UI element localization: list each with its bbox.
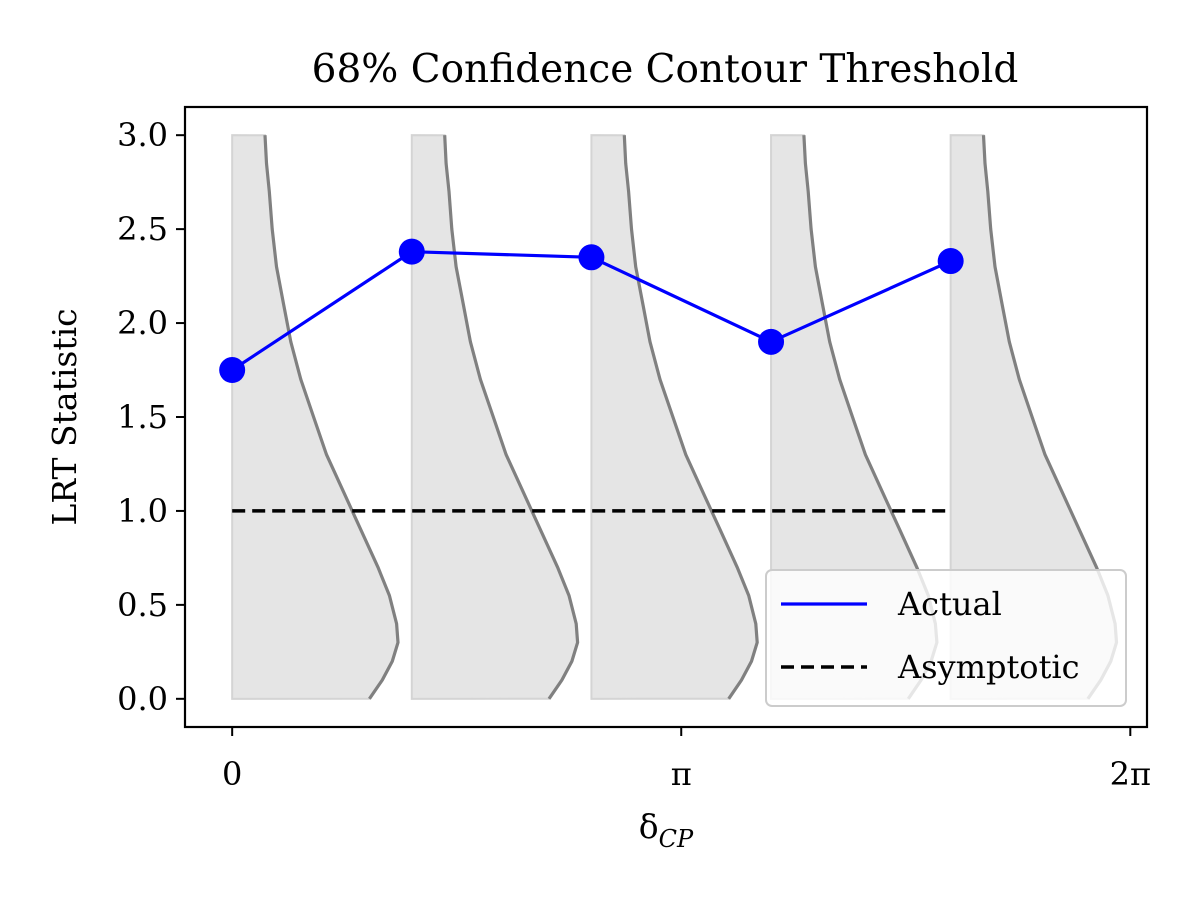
y-axis: 0.0 0.5 1.0 1.5 2.0 2.5 3.0	[117, 116, 185, 718]
data-point-actual	[758, 328, 785, 355]
distribution-3	[590, 134, 759, 700]
x-axis: 0 π 2π	[222, 727, 1151, 793]
y-tick-label: 2.5	[117, 210, 168, 248]
data-point-actual	[219, 357, 246, 384]
y-tick-label: 1.0	[117, 492, 168, 530]
distribution-2	[410, 134, 580, 700]
x-axis-label: δCP	[639, 807, 694, 853]
y-tick-label: 0.0	[117, 680, 168, 718]
y-axis-label: LRT Statistic	[45, 308, 84, 525]
x-axis-label-main: δ	[639, 807, 659, 846]
y-tick-label: 1.5	[117, 398, 168, 436]
data-point-actual	[398, 238, 425, 265]
x-axis-label-subscript: CP	[659, 825, 694, 853]
legend: Actual Asymptotic	[765, 569, 1127, 707]
distribution-1	[231, 134, 400, 700]
distribution-curve	[443, 135, 580, 700]
y-tick-label: 2.0	[117, 304, 168, 342]
x-tick-label: 0	[222, 755, 242, 793]
legend-label-actual: Actual	[897, 585, 1002, 623]
x-tick-label: π	[671, 755, 692, 793]
data-point-actual	[578, 244, 605, 271]
distribution-curve	[622, 135, 759, 700]
y-tick-label: 3.0	[117, 116, 168, 154]
x-tick-label: 2π	[1110, 755, 1151, 793]
y-tick-label: 0.5	[117, 586, 168, 624]
series-layer	[219, 238, 964, 513]
chart-title: 68% Confidence Contour Threshold	[312, 47, 1019, 92]
data-point-actual	[937, 248, 964, 275]
distribution-curve	[263, 135, 400, 700]
legend-label-asymptotic: Asymptotic	[897, 648, 1080, 686]
